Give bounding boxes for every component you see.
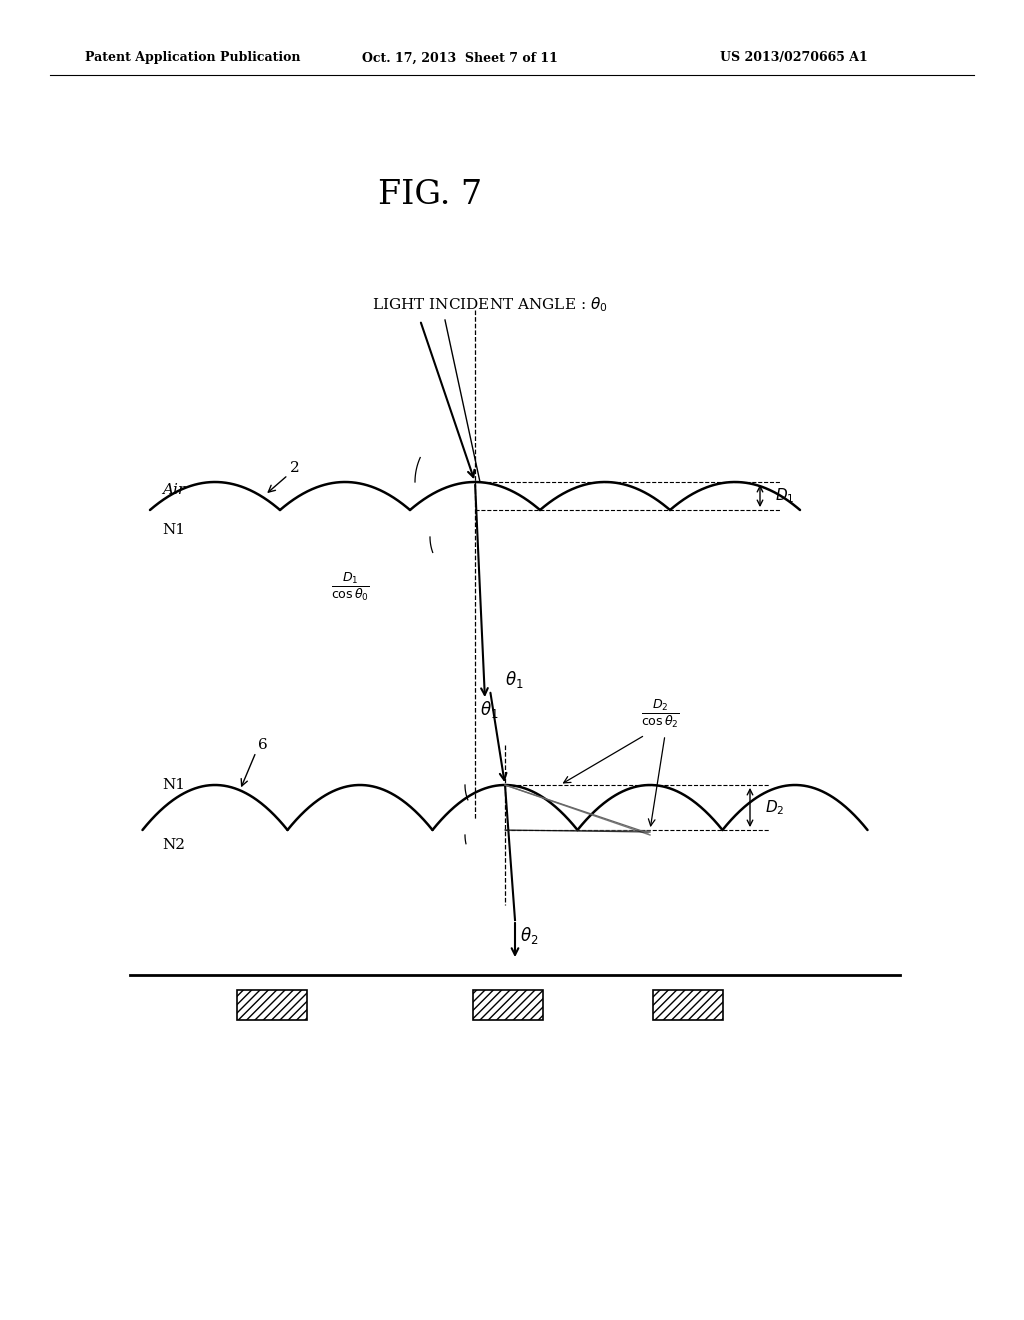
Text: N1: N1 [162, 777, 185, 792]
Text: N2: N2 [162, 838, 185, 851]
Text: US 2013/0270665 A1: US 2013/0270665 A1 [720, 51, 867, 65]
Text: $\theta_1$: $\theta_1$ [480, 700, 499, 721]
Text: Air: Air [162, 483, 185, 498]
Text: FIG. 7: FIG. 7 [378, 180, 482, 211]
Text: $D_2$: $D_2$ [765, 799, 784, 817]
Text: 6: 6 [258, 738, 267, 752]
Text: $\theta_1$: $\theta_1$ [505, 669, 523, 690]
Text: $\frac{D_2}{\cos\theta_2}$: $\frac{D_2}{\cos\theta_2}$ [641, 697, 680, 730]
Text: $D_1$: $D_1$ [775, 487, 795, 506]
Text: $\frac{D_1}{\cos\theta_0}$: $\frac{D_1}{\cos\theta_0}$ [331, 570, 370, 603]
Text: 2: 2 [290, 461, 300, 475]
Text: $\theta_2$: $\theta_2$ [520, 925, 539, 946]
Bar [237, 990, 307, 1020]
Text: Oct. 17, 2013  Sheet 7 of 11: Oct. 17, 2013 Sheet 7 of 11 [362, 51, 558, 65]
Text: LIGHT INCIDENT ANGLE : $\theta_0$: LIGHT INCIDENT ANGLE : $\theta_0$ [373, 296, 608, 314]
Text: Patent Application Publication: Patent Application Publication [85, 51, 300, 65]
Text: N1: N1 [162, 523, 185, 537]
Bar [653, 990, 723, 1020]
Bar [473, 990, 543, 1020]
